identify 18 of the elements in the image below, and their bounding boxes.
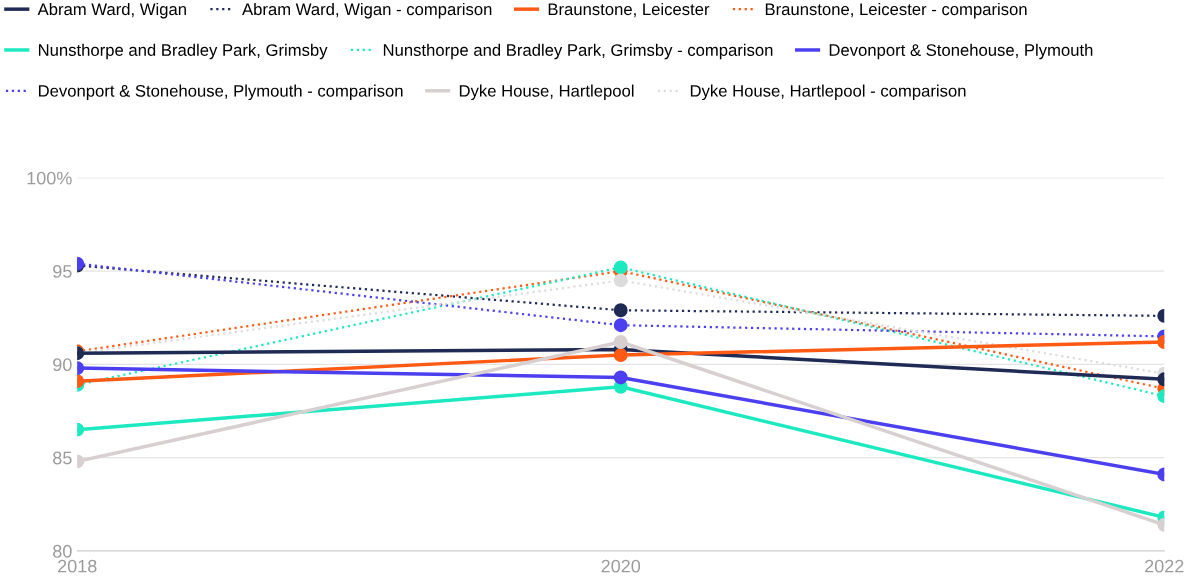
y-tick-label: 80 (53, 544, 72, 558)
legend-label: Dyke House, Hartlepool (459, 84, 634, 101)
x-tick-label: 2018 (58, 559, 97, 573)
legend-label: Devonport & Stonehouse, Plymouth (829, 43, 1093, 60)
y-tick-label: 85 (53, 451, 72, 465)
legend-label: Nunsthorpe and Bradley Park, Grimsby - comparison (383, 43, 773, 60)
legend-label: Abram Ward, Wigan - comparison (242, 2, 492, 19)
legend-label: Braunstone, Leicester (548, 2, 710, 18)
x-tick-label: 2020 (601, 559, 641, 573)
x-tick-label: 2022 (1145, 559, 1184, 573)
legend-label: Abram Ward, Wigan (37, 2, 186, 19)
y-tick-label: 95 (53, 265, 72, 278)
y-tick-label: 100% (27, 171, 72, 185)
legend-label: Dyke House, Hartlepool - comparison (690, 84, 966, 101)
legend-label: Nunsthorpe and Bradley Park, Grimsby (38, 43, 328, 60)
legend-label: Braunstone, Leicester - comparison (765, 2, 1027, 19)
legend-label: Devonport & Stonehouse, Plymouth - comparison (38, 84, 403, 101)
y-tick-label: 90 (53, 358, 72, 372)
